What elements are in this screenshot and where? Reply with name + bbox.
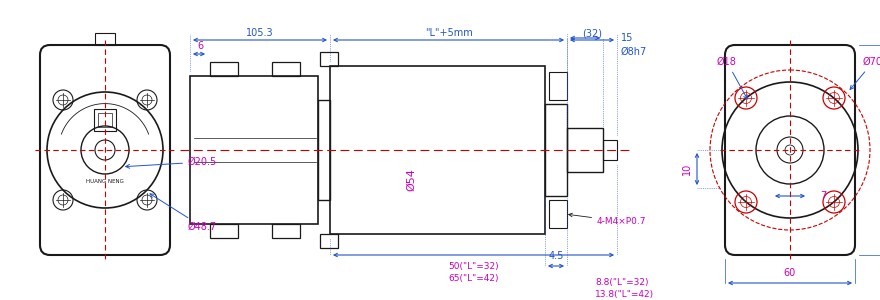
Text: Ø8h7: Ø8h7 — [621, 47, 648, 57]
Text: (32): (32) — [582, 28, 602, 38]
Text: HUANG NENG: HUANG NENG — [86, 179, 124, 184]
Text: 13.8("L"=42): 13.8("L"=42) — [595, 290, 654, 298]
Bar — [95, 33, 115, 45]
Bar — [549, 200, 567, 228]
Text: 65("L"=42): 65("L"=42) — [448, 274, 499, 284]
Bar — [272, 62, 300, 76]
Bar — [320, 234, 338, 248]
Text: 6: 6 — [197, 41, 203, 51]
Text: Ø54: Ø54 — [407, 169, 417, 191]
Text: 60: 60 — [784, 268, 796, 278]
Bar — [545, 104, 567, 196]
Bar — [549, 72, 567, 100]
Bar — [320, 52, 338, 66]
Text: Ø20.5: Ø20.5 — [126, 157, 217, 168]
Text: Ø70: Ø70 — [850, 57, 880, 89]
Bar — [94, 109, 116, 131]
Bar — [603, 140, 617, 160]
Bar — [190, 76, 318, 224]
Text: 15: 15 — [621, 33, 634, 43]
Text: "L"+5mm: "L"+5mm — [425, 28, 473, 38]
Text: 4.5: 4.5 — [548, 251, 564, 261]
Text: Ø48.7: Ø48.7 — [150, 194, 217, 232]
Text: 4-M4×P0.7: 4-M4×P0.7 — [568, 213, 647, 226]
Bar — [272, 224, 300, 238]
Text: 7: 7 — [820, 191, 826, 201]
Bar — [330, 66, 545, 234]
Text: 10: 10 — [682, 163, 692, 175]
Bar — [318, 100, 330, 200]
Text: 50("L"=32): 50("L"=32) — [448, 262, 499, 272]
Bar — [567, 128, 603, 172]
Bar — [98, 113, 112, 127]
Bar — [210, 62, 238, 76]
Text: Ø18: Ø18 — [717, 57, 747, 99]
Text: 105.3: 105.3 — [246, 28, 274, 38]
Bar — [210, 224, 238, 238]
Text: 8.8("L"=32): 8.8("L"=32) — [595, 278, 649, 286]
